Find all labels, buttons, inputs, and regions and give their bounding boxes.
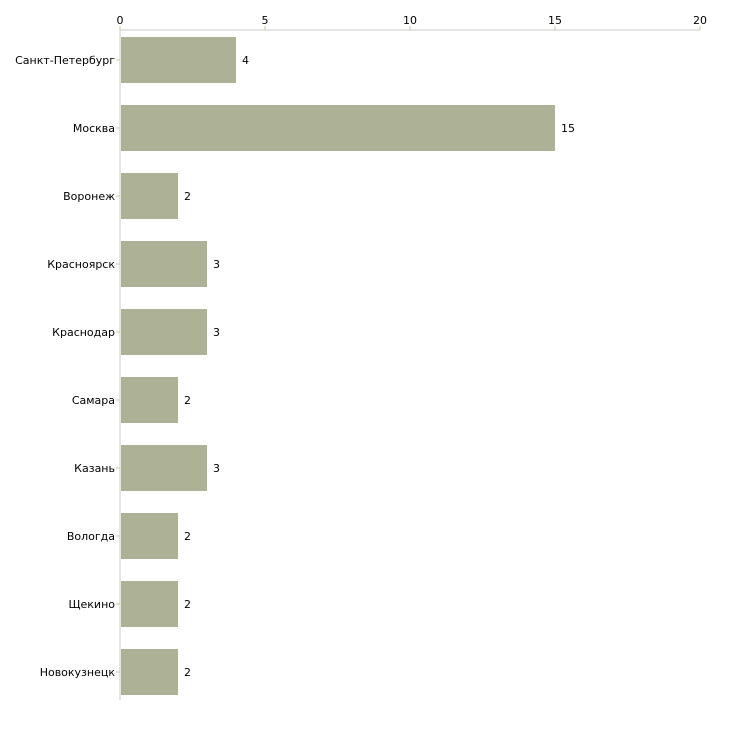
category-label: Краснодар <box>52 326 115 339</box>
category-label: Самара <box>72 394 115 407</box>
bar <box>121 649 178 695</box>
bar <box>121 37 236 83</box>
x-tick-label: 10 <box>403 14 417 27</box>
bar <box>121 377 178 423</box>
category-label: Казань <box>74 462 115 475</box>
data-label: 4 <box>242 54 249 67</box>
x-tick-label: 5 <box>262 14 269 27</box>
data-label: 3 <box>213 462 220 475</box>
category-label: Санкт-Петербург <box>15 54 115 67</box>
x-tick-label: 15 <box>548 14 562 27</box>
x-tick-label: 20 <box>693 14 707 27</box>
data-label: 3 <box>213 326 220 339</box>
data-label: 15 <box>561 122 575 135</box>
bar <box>121 173 178 219</box>
x-tick-label: 0 <box>117 14 124 27</box>
category-label: Красноярск <box>47 258 115 271</box>
bar <box>121 513 178 559</box>
data-label: 2 <box>184 190 191 203</box>
data-label: 2 <box>184 598 191 611</box>
bar <box>121 309 207 355</box>
category-label: Щекино <box>68 598 115 611</box>
category-label: Москва <box>73 122 115 135</box>
data-label: 2 <box>184 666 191 679</box>
data-label: 2 <box>184 530 191 543</box>
category-label: Вологда <box>67 530 115 543</box>
data-label: 2 <box>184 394 191 407</box>
category-label: Воронеж <box>63 190 115 203</box>
bar <box>121 581 178 627</box>
category-label: Новокузнецк <box>40 666 116 679</box>
data-label: 3 <box>213 258 220 271</box>
bar <box>121 241 207 287</box>
bar <box>121 105 555 151</box>
bar <box>121 445 207 491</box>
